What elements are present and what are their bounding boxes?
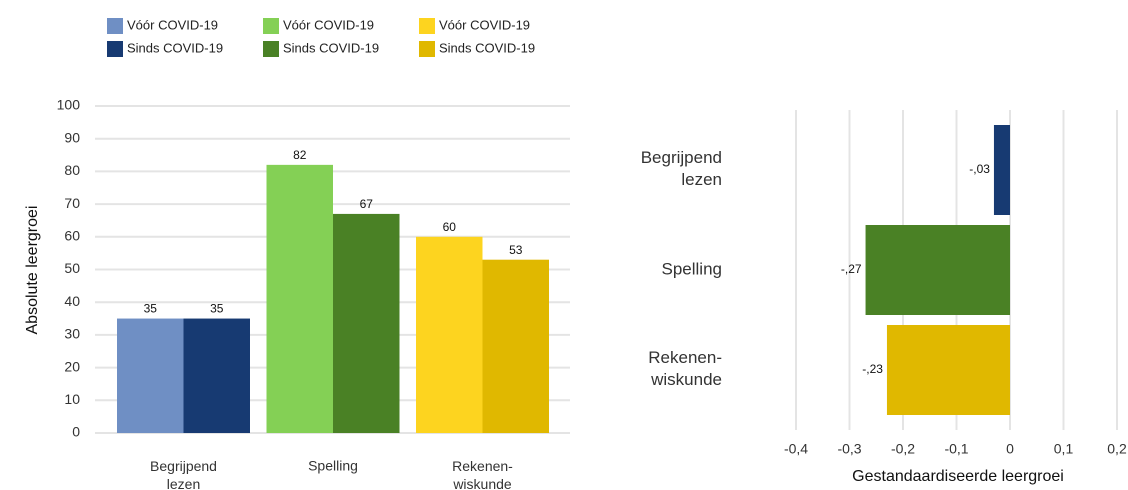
data-label: -,03: [969, 162, 990, 176]
bar: [482, 259, 549, 433]
y-tick-label: 50: [64, 260, 80, 276]
data-label: 67: [360, 197, 374, 211]
legend-label: Vóór COVID-19: [127, 17, 218, 32]
x-tick-label: -0,2: [891, 441, 915, 457]
x-tick-label: 0: [1006, 441, 1014, 457]
data-label: 35: [144, 302, 158, 316]
x-tick-label: -0,4: [784, 441, 808, 457]
y-tick-label: Spelling: [662, 259, 723, 278]
legend-swatch: [107, 41, 123, 57]
data-label: 35: [210, 302, 224, 316]
bar: [183, 318, 250, 433]
legend-swatch: [107, 18, 123, 34]
legend-swatch: [419, 18, 435, 34]
legend-label: Vóór COVID-19: [283, 17, 374, 32]
x-tick-label: Begrijpend lezen: [150, 458, 217, 490]
bar: [993, 125, 1010, 215]
legend-swatch: [263, 18, 279, 34]
y-tick-label: 20: [64, 358, 80, 374]
bar: [865, 225, 1010, 315]
bar: [886, 325, 1010, 415]
y-tick-label: Rekenen-wiskunde: [648, 348, 722, 389]
legend-label: Vóór COVID-19: [439, 17, 530, 32]
legend-swatch: [263, 41, 279, 57]
legend-label: Sinds COVID-19: [439, 40, 535, 55]
data-label: -,23: [862, 362, 883, 376]
y-tick-label: 100: [57, 97, 81, 113]
x-tick-label: Spelling: [308, 458, 358, 474]
y-tick-label: 70: [64, 195, 80, 211]
y-tick-label: 0: [72, 424, 80, 440]
y-tick-label: 80: [64, 162, 80, 178]
x-tick-label: Rekenen-wiskunde: [452, 458, 513, 490]
x-tick-label: -0,3: [837, 441, 861, 457]
bar: [416, 236, 483, 433]
legend-label: Sinds COVID-19: [283, 40, 379, 55]
y-tick-label: 90: [64, 129, 80, 145]
data-label: 53: [509, 243, 523, 257]
bar: [266, 164, 333, 434]
y-axis-label: Absolute leergroei: [24, 206, 41, 335]
data-label: 60: [443, 220, 457, 234]
bar: [117, 318, 184, 433]
legend-label: Sinds COVID-19: [127, 40, 223, 55]
data-label: -,27: [841, 262, 862, 276]
y-tick-label: 30: [64, 326, 80, 342]
legend-swatch: [419, 41, 435, 57]
bar: [333, 213, 400, 433]
y-tick-label: Begrijpend lezen: [641, 148, 722, 189]
x-tick-label: -0,1: [944, 441, 968, 457]
x-tick-label: 0,2: [1107, 441, 1127, 457]
y-tick-label: 60: [64, 228, 80, 244]
y-tick-label: 10: [64, 391, 80, 407]
x-tick-label: 0,1: [1054, 441, 1074, 457]
x-axis-label: Gestandaardiseerde leergroei: [852, 468, 1064, 485]
data-label: 82: [293, 148, 307, 162]
y-tick-label: 40: [64, 293, 80, 309]
